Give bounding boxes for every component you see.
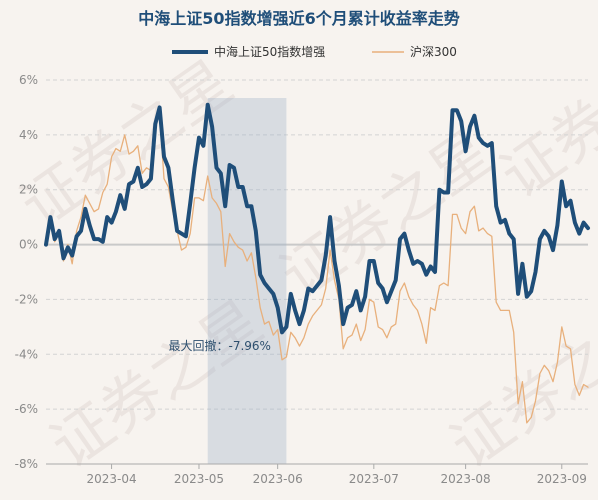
x-tick-label: 2023-08 xyxy=(441,472,491,486)
x-axis: 2023-04 2023-05 2023-06 2023-07 2023-08 2023-… xyxy=(46,463,588,486)
drawdown-annotation: 最大回撤：-7.96% xyxy=(168,338,270,353)
y-tick-label: 4% xyxy=(19,128,38,142)
y-tick-label: -4% xyxy=(15,347,38,361)
x-tick-label: 2023-07 xyxy=(349,472,399,486)
legend-label-series-1: 中海上证50指数增强 xyxy=(214,44,325,59)
x-tick-label: 2023-05 xyxy=(174,472,224,486)
x-tick-label: 2023-04 xyxy=(86,472,136,486)
series-line-2 xyxy=(45,112,589,424)
y-tick-label: -2% xyxy=(15,292,38,306)
plot-lines xyxy=(44,102,590,424)
y-tick-label: 6% xyxy=(19,73,38,87)
chart-title: 中海上证50指数增强近6个月累计收益率走势 xyxy=(138,9,459,28)
y-axis: -8% -6% -4% -2% 0% 2% 4% 6% xyxy=(15,73,38,471)
y-tick-label: -8% xyxy=(15,457,38,471)
drawdown-region xyxy=(207,98,287,464)
drawdown-shade xyxy=(207,98,287,464)
y-tick-label: 2% xyxy=(19,183,38,197)
y-tick-label: -6% xyxy=(15,402,38,416)
legend: 中海上证50指数增强 沪深300 xyxy=(172,44,457,59)
y-tick-label: 0% xyxy=(19,238,38,252)
legend-label-series-2: 沪深300 xyxy=(410,45,457,59)
x-tick-label: 2023-09 xyxy=(537,472,587,486)
x-tick-label: 2023-06 xyxy=(253,472,303,486)
series-line-1 xyxy=(44,102,590,335)
